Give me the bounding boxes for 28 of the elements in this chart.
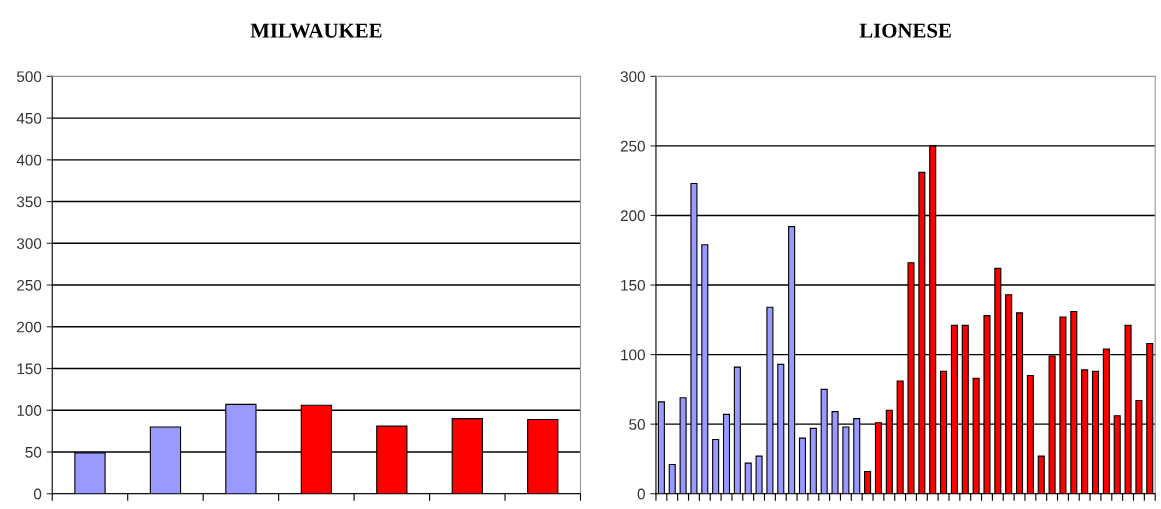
bar [712,438,720,494]
y-tick-label: 150 [621,279,645,291]
y-tick-label: 400 [16,154,42,166]
y-tick-label: 50 [25,446,42,458]
bar [864,470,872,494]
y-tick-label: 100 [621,349,645,361]
y-tick-label: 200 [17,321,42,333]
y-tick-label: 300 [620,71,645,83]
bar [1037,455,1045,494]
y-tick-label: 500 [16,71,42,83]
bar [798,437,807,494]
chart-title: MILWAUKEE [250,23,382,38]
y-tick-label: 150 [17,363,42,375]
bar [755,455,763,494]
y-tick-label: 100 [17,405,42,416]
y-tick-label: 300 [16,238,42,249]
y-tick-label: 0 [33,488,42,500]
y-tick-label: 250 [17,279,42,291]
y-tick-label: 50 [629,419,645,430]
bar [668,463,676,494]
y-tick-label: 450 [16,112,42,124]
y-tick-label: 250 [620,140,645,152]
y-tick-label: 200 [620,210,645,222]
bar [744,462,752,494]
bar [809,427,817,494]
y-tick-label: 0 [637,488,645,500]
chart-title: LIONESE [859,23,951,38]
y-tick-label: 350 [16,196,42,208]
